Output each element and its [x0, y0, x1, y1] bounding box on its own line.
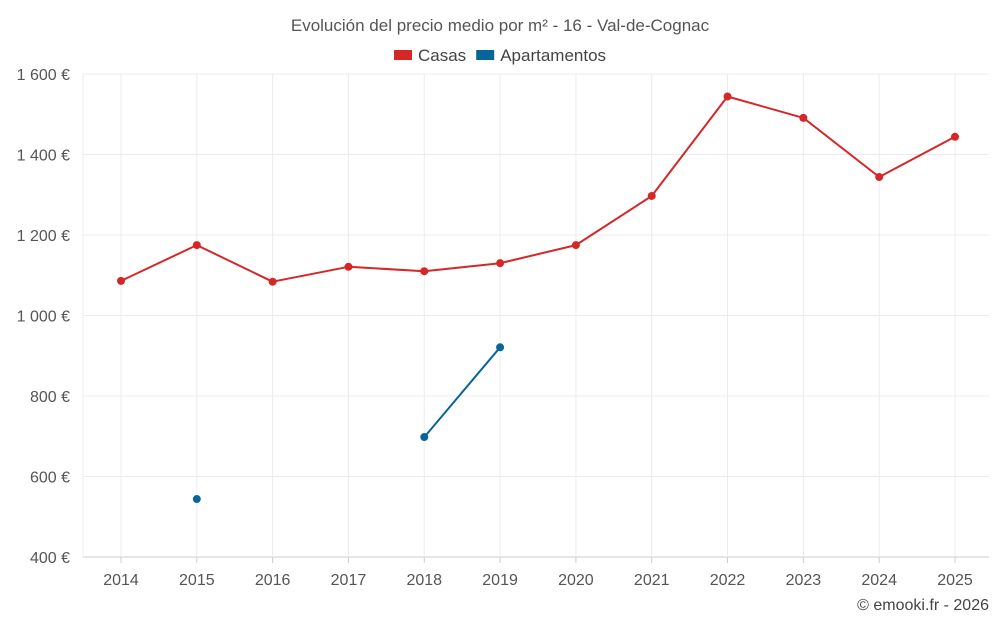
series-layer [117, 92, 959, 504]
y-tick-label: 1 600 € [17, 67, 70, 84]
y-tick-label: 1 200 € [17, 228, 70, 245]
x-tick-label: 2015 [179, 572, 215, 589]
y-tick-label: 400 € [30, 550, 70, 567]
y-tick-label: 800 € [30, 389, 70, 406]
y-tick-label: 1 400 € [17, 148, 70, 165]
x-tick-label: 2025 [937, 572, 973, 589]
legend-item-apartamentos[interactable]: Apartamentos [476, 46, 606, 65]
x-tick-label: 2022 [710, 572, 746, 589]
data-point[interactable] [723, 92, 732, 101]
legend-item-casas[interactable]: Casas [394, 46, 466, 65]
series-casas [117, 92, 959, 286]
data-point[interactable] [420, 267, 429, 276]
data-point[interactable] [496, 259, 505, 268]
y-axis: 400 € 600 € 800 € 1 000 € 1 200 € 1 400 € 1 60… [17, 67, 70, 567]
x-tick-label: 2023 [786, 572, 822, 589]
x-axis: 2014 2015 2016 2017 2018 2019 2020 2021 2022 2023… [103, 557, 973, 589]
legend-label: Apartamentos [500, 46, 606, 65]
data-point[interactable] [344, 262, 353, 271]
legend-swatch [476, 50, 495, 60]
x-tick-label: 2020 [558, 572, 594, 589]
series-apartamentos [192, 343, 505, 504]
series-line [423, 346, 501, 438]
x-tick-label: 2017 [331, 572, 367, 589]
data-point[interactable] [647, 191, 656, 200]
chart-legend[interactable]: Casas Apartamentos [394, 46, 606, 65]
credit-text: © emooki.fr - 2026 [857, 597, 989, 614]
x-tick-label: 2014 [103, 572, 139, 589]
x-tick-label: 2024 [861, 572, 897, 589]
legend-label: Casas [418, 46, 466, 65]
data-point[interactable] [192, 241, 201, 250]
x-tick-label: 2018 [406, 572, 442, 589]
chart-title: Evolución del precio medio por m² - 16 -… [291, 16, 710, 35]
legend-swatch [394, 50, 412, 60]
x-tick-label: 2021 [634, 572, 670, 589]
y-tick-label: 600 € [30, 470, 70, 487]
data-point[interactable] [950, 132, 959, 141]
data-point[interactable] [571, 241, 580, 250]
data-point[interactable] [420, 433, 429, 442]
grid-lines [82, 73, 989, 558]
data-point[interactable] [875, 173, 884, 182]
x-tick-label: 2019 [482, 572, 518, 589]
y-tick-label: 1 000 € [17, 309, 70, 326]
data-point[interactable] [799, 113, 808, 122]
series-line [120, 95, 956, 283]
data-point[interactable] [268, 277, 277, 286]
data-point[interactable] [192, 495, 201, 504]
data-point[interactable] [496, 343, 505, 352]
data-point[interactable] [117, 276, 125, 285]
x-tick-label: 2016 [255, 572, 291, 589]
